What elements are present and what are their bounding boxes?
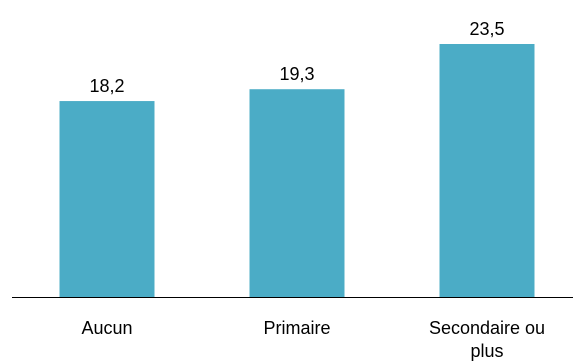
bar-primaire bbox=[249, 89, 345, 298]
value-label: 19,3 bbox=[279, 64, 314, 84]
value-label: 23,5 bbox=[469, 19, 504, 39]
category-label-line: plus bbox=[470, 341, 503, 361]
category-label: Primaire bbox=[263, 318, 330, 338]
bar-secondaire-ou-plus bbox=[439, 44, 535, 297]
value-labels-group: 18,2 19,3 23,5 bbox=[89, 19, 504, 96]
value-label: 18,2 bbox=[89, 76, 124, 96]
bars-group bbox=[59, 44, 535, 298]
category-label: Aucun bbox=[81, 318, 132, 338]
bar-aucun bbox=[59, 101, 155, 298]
category-label-line: Primaire bbox=[263, 318, 330, 338]
category-label-line: Aucun bbox=[81, 318, 132, 338]
category-label-line: Secondaire ou bbox=[429, 318, 545, 338]
category-label: Secondaire ou plus bbox=[429, 318, 545, 361]
category-labels-group: Aucun Primaire Secondaire ou plus bbox=[81, 318, 545, 361]
